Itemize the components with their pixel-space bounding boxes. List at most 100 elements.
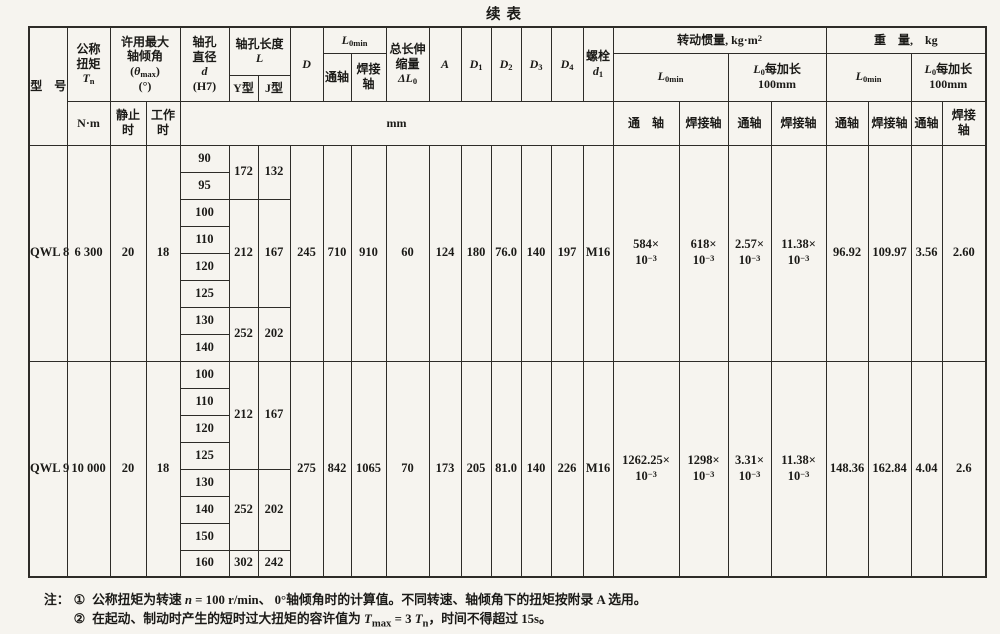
- data-cell: 150: [179, 522, 230, 551]
- header-cell: 焊接轴: [941, 100, 987, 146]
- header-cell: 通轴: [825, 100, 869, 146]
- data-cell: 1262.25× 10−3: [612, 360, 680, 578]
- data-cell: 132: [257, 144, 291, 200]
- header-cell: 转动惯量, kg·m2: [612, 26, 827, 54]
- table-header-row: Y型 J型: [29, 74, 986, 102]
- data-cell: 162.84: [867, 360, 912, 578]
- table-row: 100 212 167: [29, 198, 986, 308]
- header-cell: D3: [520, 26, 552, 102]
- footnotes: 注： ① 公称扭矩为转速 n = 100 r/min、 0°轴倾角时的计算值。不…: [44, 591, 974, 632]
- header-cell: 静止时: [109, 100, 147, 146]
- data-cell: 2.6: [941, 360, 987, 578]
- data-cell: 18: [145, 144, 181, 362]
- data-cell: M16: [582, 360, 614, 578]
- data-cell: 2.60: [941, 144, 987, 362]
- header-cell: 通轴: [322, 52, 352, 102]
- table-row: 95: [29, 171, 986, 200]
- data-cell: 11.38× 10−3: [770, 144, 827, 362]
- data-cell: 130: [179, 468, 230, 497]
- data-cell: 202: [257, 306, 291, 362]
- table-row: 130 252 202: [29, 306, 986, 362]
- data-cell: 584× 10−3: [612, 144, 680, 362]
- data-cell: 1298× 10−3: [678, 360, 729, 578]
- data-cell: 60: [385, 144, 430, 362]
- header-cell: 焊接轴: [350, 52, 387, 102]
- table-row: 120: [29, 414, 986, 443]
- data-cell: 110: [179, 387, 230, 416]
- table-row: 125: [29, 441, 986, 470]
- header-cell: 螺栓 d1: [582, 26, 614, 102]
- data-cell: 842: [322, 360, 352, 578]
- header-cell: mm: [179, 100, 614, 146]
- footnote-1-marker: ①: [73, 593, 86, 607]
- data-cell: 172: [228, 144, 259, 200]
- table-header-row: N·m 静止时工作时 mm 通 轴焊接轴 通轴 焊接轴 通轴 焊接轴 通轴 焊接轴: [29, 100, 987, 146]
- footnote-2-text: 在起动、制动时产生的短时过大扭矩的容许值为 Tmax = 3 Tn，时间不得超过…: [92, 611, 552, 630]
- table-row: 160 302 242: [29, 549, 986, 578]
- data-cell: 124: [428, 144, 462, 362]
- data-cell: 140: [520, 360, 552, 578]
- data-cell: 140: [520, 144, 552, 362]
- table-row: 150: [29, 522, 986, 551]
- data-cell: 120: [179, 252, 230, 281]
- data-cell: 96.92: [825, 144, 869, 362]
- table-header-row: 通轴 焊接轴 L0min L0每加长 100mm L0min L0每加长 100mm: [29, 52, 987, 102]
- header-cell: 焊接轴: [770, 100, 827, 146]
- header-cell: 公称 扭矩 Tn: [66, 26, 111, 102]
- header-cell: 轴孔长度 L: [228, 26, 291, 76]
- data-cell: 242: [257, 549, 291, 578]
- data-cell: 109.97: [867, 144, 912, 362]
- data-cell: 302: [228, 549, 259, 578]
- header-cell: 焊接轴: [867, 100, 912, 146]
- data-cell: 100: [179, 360, 230, 389]
- header-cell: 焊接轴: [678, 100, 729, 146]
- data-cell: 226: [550, 360, 584, 578]
- table-row: 125: [29, 279, 986, 308]
- data-cell: 3.31× 10−3: [727, 360, 772, 578]
- data-cell: 167: [257, 198, 291, 308]
- note-items: ① 公称扭矩为转速 n = 100 r/min、 0°轴倾角时的计算值。不同转速…: [74, 591, 647, 632]
- data-cell: 130: [179, 306, 230, 335]
- footnote-2-marker: ②: [73, 611, 86, 626]
- data-cell: 180: [460, 144, 492, 362]
- data-cell: 76.0: [490, 144, 522, 362]
- table-row: 140: [29, 495, 986, 524]
- data-cell: 618× 10−3: [678, 144, 729, 362]
- data-cell: M16: [582, 144, 614, 362]
- data-cell: 910: [350, 144, 387, 362]
- header-cell: 通轴: [727, 100, 772, 146]
- data-cell: 20: [109, 360, 147, 578]
- header-cell: D: [289, 26, 324, 102]
- header-cell: N·m: [66, 100, 111, 146]
- data-cell: 197: [550, 144, 584, 362]
- coupling-spec-table: 型 号公称 扭矩 Tn 许用最大 轴倾角 (θmax) (°) 轴孔 直径 d (H7) 轴孔长度 L D…: [28, 26, 988, 578]
- header-cell: D1: [460, 26, 492, 102]
- data-cell: 10 000: [66, 360, 111, 578]
- data-cell: 70: [385, 360, 430, 578]
- header-cell: L0min: [612, 52, 729, 102]
- header-cell: 型 号: [28, 26, 68, 146]
- header-cell: 轴孔 直径 d (H7): [179, 26, 230, 102]
- table-row: 140: [29, 333, 986, 362]
- table-header-row: 型 号公称 扭矩 Tn 许用最大 轴倾角 (θmax) (°) 轴孔 直径 d (H7) 轴孔长度 L D…: [28, 26, 987, 146]
- data-cell: 202: [257, 468, 291, 551]
- data-cell: 710: [322, 144, 352, 362]
- data-cell: 81.0: [490, 360, 522, 578]
- footnote-1-text: 公称扭矩为转速 n = 100 r/min、 0°轴倾角时的计算值。不同转速、轴…: [92, 593, 647, 607]
- data-cell: 100: [179, 198, 230, 227]
- header-cell: L0每加长 100mm: [910, 52, 987, 102]
- data-cell: 160: [179, 549, 230, 578]
- data-cell: 148.36: [825, 360, 869, 578]
- data-cell: 3.56: [910, 144, 943, 362]
- data-cell: 140: [179, 495, 230, 524]
- data-cell: 245: [289, 144, 324, 362]
- data-cell: 173: [428, 360, 462, 578]
- data-cell: 11.38× 10−3: [770, 360, 827, 578]
- data-cell: 95: [179, 171, 230, 200]
- table-row: 130 252 202: [29, 468, 986, 551]
- header-cell: 重 量, kg: [825, 26, 987, 54]
- data-cell: 18: [145, 360, 181, 578]
- data-cell: 120: [179, 414, 230, 443]
